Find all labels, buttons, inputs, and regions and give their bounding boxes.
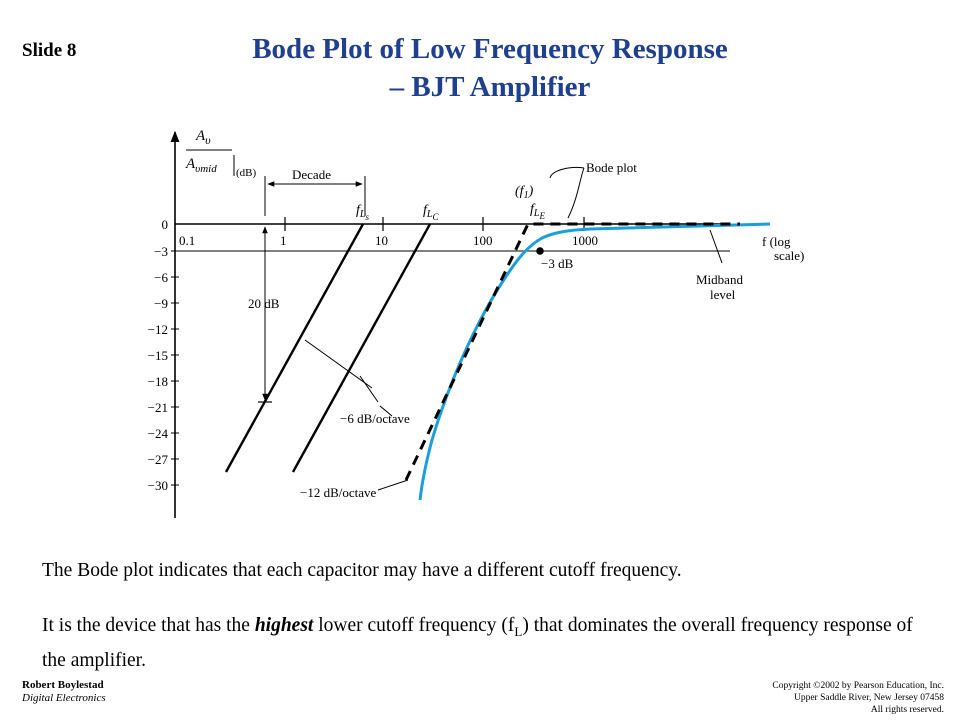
y-tick-8: −24 [148, 426, 169, 441]
y-tick-marks [171, 250, 179, 486]
para2-text-c: ) that dominates the overall frequency r… [42, 615, 913, 671]
twelve-db-leader [377, 479, 409, 491]
footer-copyright: Copyright ©2002 by Pearson Education, In… [772, 680, 944, 716]
x-axis-label-line1: f (log [762, 234, 791, 249]
bode-plot-label: Bode plot [586, 160, 637, 175]
body-paragraph-1: The Bode plot indicates that each capaci… [42, 560, 682, 581]
x-tick-10: 10 [375, 233, 388, 248]
x-tick-100: 100 [473, 233, 493, 248]
y-tick-6: −18 [148, 374, 168, 389]
y-tick-2: −6 [154, 270, 168, 285]
footer-author: Robert Boylestad [22, 679, 104, 691]
copyright-line-1: Copyright ©2002 by Pearson Education, In… [772, 681, 944, 691]
x-axis-label-line2: scale) [774, 248, 804, 263]
fle-label: fLE [530, 202, 545, 221]
title-line-1: Bode Plot of Low Frequency Response [252, 33, 728, 65]
para2-text-b: lower cutoff frequency (f [313, 615, 515, 636]
midband-leader [709, 229, 723, 264]
midband-label-line1: Midband [696, 272, 743, 287]
fls-label: fLs [356, 203, 369, 222]
actual-response-curve [418, 222, 771, 501]
twelve-db-label: −12 dB/octave [300, 485, 377, 500]
y-tick-5: −15 [148, 348, 168, 363]
y-axis-label-top: Aυ [195, 128, 211, 147]
y-tick-7: −21 [148, 400, 168, 415]
x-tick-1: 1 [280, 233, 287, 248]
y-axis-label-bottom: Aυmid [185, 156, 217, 175]
copyright-line-2: Upper Saddle River, New Jersey 07458 [793, 693, 944, 703]
y-tick-1: −3 [154, 244, 168, 259]
bode-plot-diagram: Aυ Aυmid (dB) 0 −3 −6 −9 −12 −15 −18 −21… [148, 128, 804, 518]
minus3db-label: −3 dB [541, 256, 574, 271]
six-db-leader-1 [304, 339, 373, 389]
x-tick-labels: 0.1 1 10 100 1000 [179, 233, 598, 248]
y-axis-unit: (dB) [236, 167, 257, 179]
twenty-db-label: 20 dB [248, 296, 280, 311]
y-tick-4: −12 [148, 322, 168, 337]
y-tick-10: −30 [148, 478, 168, 493]
x-tick-0.1: 0.1 [179, 233, 195, 248]
y-tick-labels: 0 −3 −6 −9 −12 −15 −18 −21 −24 −27 −30 [148, 217, 169, 493]
fle-paren-label: (f1) [515, 184, 534, 201]
para2-subscript: L [514, 623, 523, 639]
para2-highlight: highest [254, 615, 314, 636]
bode-asymptote-dashed [404, 222, 740, 481]
footer-book: Digital Electronics [22, 692, 106, 704]
midband-label-line2: level [710, 287, 736, 302]
body-paragraph-2: It is the device that has the highest lo… [42, 611, 922, 675]
para2-text-a: It is the device that has the [42, 615, 255, 636]
flc-asymptote [291, 223, 432, 473]
footer-credits: Robert Boylestad Digital Electronics [22, 679, 106, 705]
copyright-line-3: All rights reserved. [870, 705, 944, 715]
y-tick-0: 0 [162, 217, 169, 232]
slide-title: Bode Plot of Low Frequency Response – BJ… [160, 30, 820, 106]
bode-plot-leader [549, 167, 585, 219]
flc-label: fLC [423, 203, 439, 222]
y-tick-9: −27 [148, 452, 169, 467]
six-db-leader-3 [379, 405, 393, 417]
six-db-label: −6 dB/octave [340, 411, 410, 426]
minus3db-point [536, 247, 544, 255]
x-tick-1000: 1000 [572, 233, 598, 248]
title-line-2: – BJT Amplifier [389, 71, 591, 103]
fls-asymptote [224, 223, 365, 473]
six-db-leader-2 [359, 375, 379, 403]
slide-number: Slide 8 [22, 40, 77, 61]
y-tick-3: −9 [154, 296, 168, 311]
decade-label: Decade [292, 167, 331, 182]
